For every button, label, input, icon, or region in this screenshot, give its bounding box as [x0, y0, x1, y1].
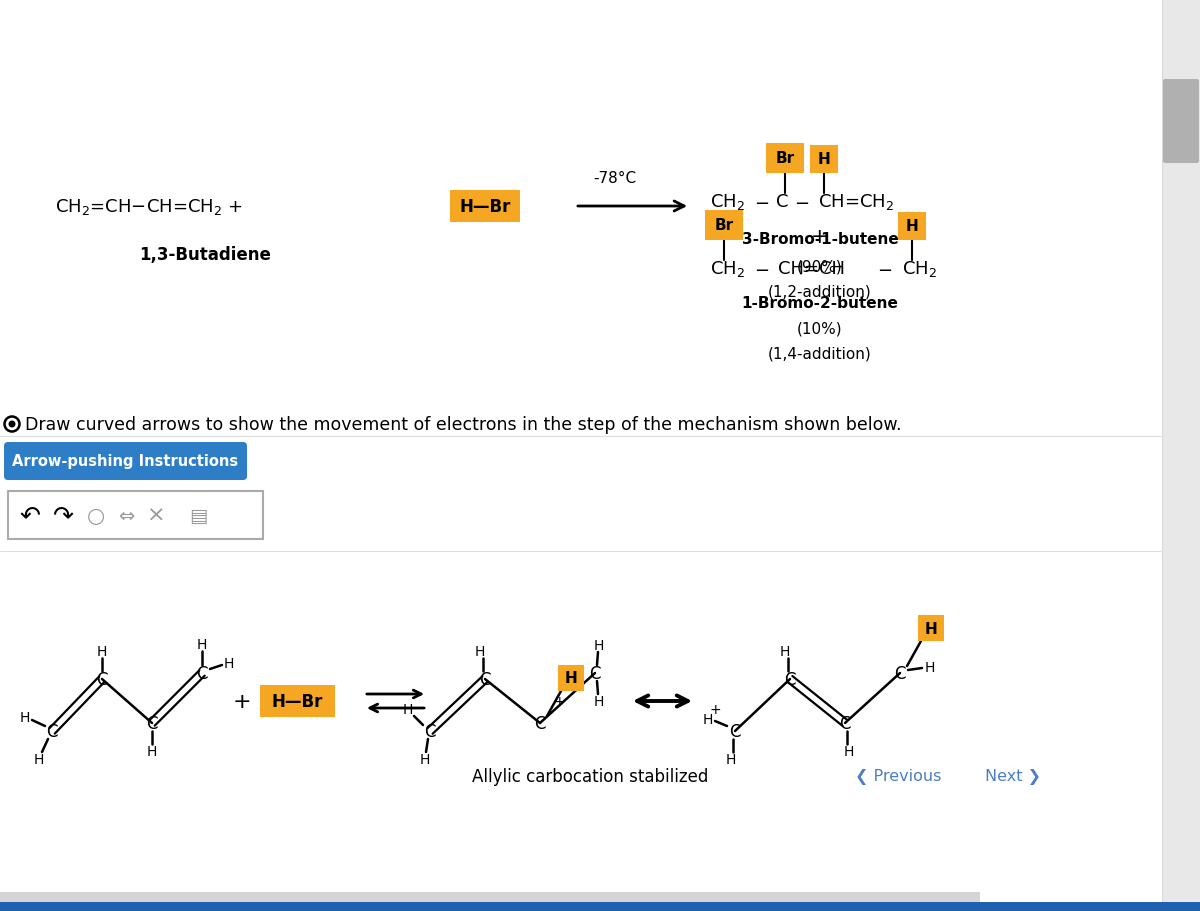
Text: 1-Bromo-2-butene: 1-Bromo-2-butene — [742, 296, 899, 312]
Text: C: C — [425, 722, 436, 740]
Text: H—Br: H—Br — [460, 198, 511, 216]
Text: C: C — [730, 722, 740, 740]
Text: H: H — [224, 656, 234, 670]
FancyBboxPatch shape — [706, 210, 743, 241]
FancyBboxPatch shape — [558, 665, 584, 691]
Text: Br: Br — [714, 219, 733, 233]
FancyBboxPatch shape — [0, 551, 1162, 893]
Text: (90%): (90%) — [797, 260, 842, 274]
Text: Arrow-pushing Instructions: Arrow-pushing Instructions — [12, 454, 239, 469]
Text: H—Br: H—Br — [272, 692, 323, 711]
Text: H: H — [565, 670, 577, 686]
Text: ▤: ▤ — [188, 506, 208, 525]
Text: H: H — [20, 711, 30, 724]
Text: H: H — [817, 152, 830, 168]
Text: C: C — [785, 670, 796, 688]
FancyBboxPatch shape — [918, 615, 944, 641]
Text: H: H — [197, 638, 208, 651]
Text: +: + — [811, 227, 829, 247]
Text: Draw curved arrows to show the movement of electrons in the step of the mechanis: Draw curved arrows to show the movement … — [25, 415, 901, 434]
Text: +: + — [709, 702, 721, 716]
Text: H: H — [34, 752, 44, 766]
FancyBboxPatch shape — [1163, 80, 1199, 164]
Text: (10%): (10%) — [797, 322, 842, 336]
Text: H: H — [594, 694, 604, 708]
Text: C: C — [479, 670, 491, 688]
Text: H: H — [925, 620, 937, 636]
FancyBboxPatch shape — [4, 443, 247, 480]
FancyBboxPatch shape — [450, 190, 520, 223]
FancyBboxPatch shape — [1162, 0, 1200, 911]
Text: H: H — [726, 752, 736, 766]
Text: C: C — [96, 670, 108, 688]
Text: CH$_2$: CH$_2$ — [710, 259, 745, 279]
Text: (1,4-addition): (1,4-addition) — [768, 346, 872, 361]
FancyBboxPatch shape — [0, 892, 980, 906]
FancyBboxPatch shape — [0, 436, 1162, 557]
Text: $-$: $-$ — [755, 260, 769, 278]
Text: C: C — [589, 664, 601, 682]
Text: 3-Bromo-1-butene: 3-Bromo-1-butene — [742, 232, 899, 247]
Text: ❮ Previous: ❮ Previous — [856, 768, 941, 784]
Text: 1,3-Butadiene: 1,3-Butadiene — [139, 246, 271, 263]
Text: C: C — [197, 664, 208, 682]
Text: ×: × — [146, 506, 166, 526]
Text: H: H — [594, 639, 604, 652]
Text: C: C — [534, 714, 546, 732]
Text: CH=CH$_2$: CH=CH$_2$ — [818, 192, 894, 211]
Text: H: H — [703, 712, 713, 726]
FancyBboxPatch shape — [898, 213, 926, 241]
FancyBboxPatch shape — [260, 685, 335, 717]
Text: Next ❯: Next ❯ — [985, 768, 1042, 784]
FancyBboxPatch shape — [8, 491, 263, 539]
Text: C: C — [894, 664, 906, 682]
Text: H: H — [146, 744, 157, 758]
Text: Allylic carbocation stabilized: Allylic carbocation stabilized — [472, 767, 708, 785]
Text: H: H — [906, 220, 918, 234]
Text: ○: ○ — [86, 506, 106, 526]
Text: C: C — [146, 714, 157, 732]
Text: H: H — [925, 660, 935, 674]
Text: +: + — [233, 691, 251, 711]
Text: CH$_2$=CH$-$CH=CH$_2$ +: CH$_2$=CH$-$CH=CH$_2$ + — [55, 197, 242, 217]
Text: CH=CH: CH=CH — [778, 260, 845, 278]
Circle shape — [10, 422, 14, 427]
FancyBboxPatch shape — [0, 0, 1162, 436]
Text: $-$: $-$ — [794, 193, 810, 210]
Text: $-$: $-$ — [755, 193, 769, 210]
Text: H: H — [97, 644, 107, 659]
Text: Br: Br — [775, 151, 794, 167]
Text: C: C — [47, 722, 58, 740]
Text: C: C — [839, 714, 851, 732]
Text: $-$: $-$ — [877, 260, 893, 278]
Text: CH$_2$: CH$_2$ — [902, 259, 937, 279]
Text: H: H — [780, 644, 790, 659]
FancyBboxPatch shape — [810, 146, 838, 174]
Text: H: H — [420, 752, 430, 766]
Text: ↷: ↷ — [53, 504, 73, 527]
Text: H: H — [475, 644, 485, 659]
Text: ⇔: ⇔ — [118, 506, 134, 525]
FancyBboxPatch shape — [0, 902, 1200, 911]
Text: ↶: ↶ — [19, 504, 41, 527]
Text: CH$_2$: CH$_2$ — [710, 192, 745, 211]
Text: C: C — [775, 193, 788, 210]
Text: H: H — [403, 702, 413, 716]
Text: +: + — [553, 694, 565, 708]
Text: -78°C: -78°C — [594, 171, 636, 186]
Text: (1,2-addition): (1,2-addition) — [768, 284, 872, 299]
FancyBboxPatch shape — [766, 144, 804, 174]
Text: H: H — [844, 744, 854, 758]
